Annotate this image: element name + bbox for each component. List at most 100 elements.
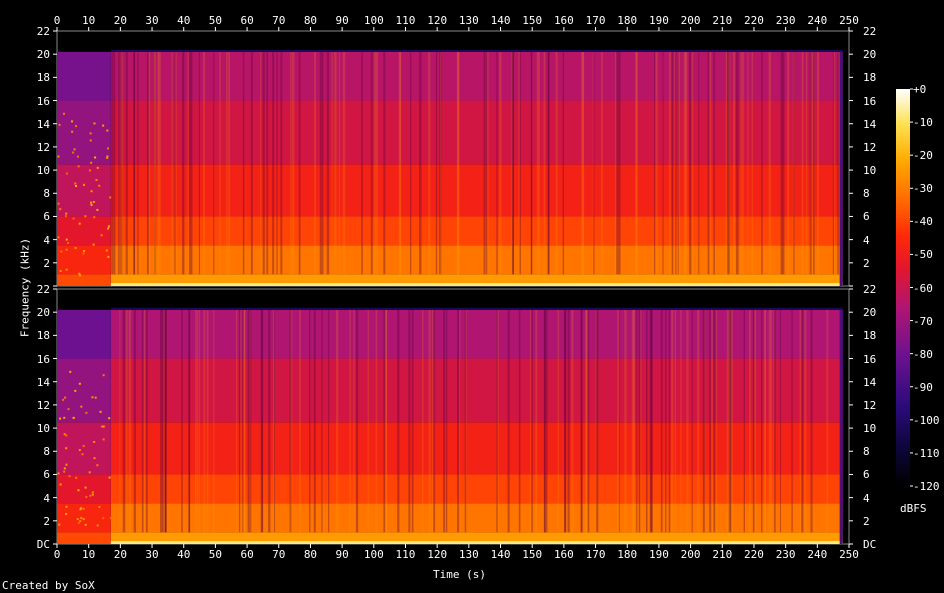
channel-1-intro-speckle (57, 236, 60, 239)
channel-2-texture-stripe (748, 309, 751, 533)
channel-2-texture-stripe (764, 309, 766, 533)
channel-1-texture-stripe (158, 51, 161, 275)
channel-1-intro-speckle (89, 132, 92, 135)
x-tick-label-bottom: 240 (807, 548, 828, 561)
channel-2-texture-stripe (375, 309, 378, 533)
channel-2-texture-stripe (726, 309, 730, 533)
channel-1-texture-stripe (226, 51, 228, 275)
x-axis-label: Time (s) (433, 568, 486, 581)
colorbar-tick-label: -70 (913, 314, 933, 328)
channel-2-texture-stripe (313, 309, 316, 533)
channel-1-texture-stripe (485, 51, 488, 275)
channel-1-intro-speckle (77, 165, 80, 168)
channel-1-intro-speckle (96, 208, 99, 211)
channel-2-texture-stripe (260, 309, 264, 533)
y-tick-label-left: 18 (36, 71, 50, 85)
channel-1-texture-stripe (266, 51, 269, 275)
channel-2-texture-stripe (243, 309, 246, 533)
channel-1-intro-speckle (102, 124, 105, 127)
channel-1-texture-stripe (132, 51, 136, 275)
channel-1-texture-stripe (314, 51, 316, 275)
x-tick-label-top: 150 (522, 14, 543, 27)
channel-2-texture-stripe (640, 309, 642, 533)
x-tick-label-top: 140 (490, 14, 511, 27)
channel-1-texture-stripe (536, 51, 539, 275)
channel-1-intro-speckle (58, 123, 61, 126)
y-tick-label-left: 20 (36, 306, 50, 320)
channel-2-texture-stripe (273, 309, 276, 533)
channel-1-intro-speckle (100, 234, 103, 237)
channel-1-texture-stripe (683, 51, 687, 275)
channel-1-bandlimit-edge (110, 49, 843, 52)
channel-1-texture-stripe (182, 51, 185, 275)
channel-2-intro-speckle (102, 517, 105, 520)
channel-2-texture-stripe (268, 309, 271, 533)
x-tick-label-bottom: 30 (145, 548, 159, 561)
x-tick-label-top: 20 (113, 14, 127, 27)
channel-1-texture-stripe (280, 51, 283, 275)
channel-1-texture-stripe (678, 51, 681, 275)
channel-2-texture-stripe (710, 309, 713, 533)
channel-2-intro-speckle (94, 396, 97, 399)
channel-1-texture-stripe (685, 51, 688, 275)
channel-2-intro-speckle (80, 405, 83, 408)
channel-1-intro-speckle (90, 161, 93, 164)
channel-2-intro-band-4 (57, 358, 111, 423)
channel-2-intro-speckle (63, 470, 66, 473)
channel-2-intro-speckle (63, 467, 66, 470)
channel-1-texture-stripe (291, 51, 295, 275)
channel-1-intro-speckle (62, 112, 65, 115)
channel-2-texture-stripe (595, 309, 598, 533)
colorbar-tick-label: +0 (913, 83, 927, 96)
channel-1-texture-stripe (530, 51, 532, 275)
channel-1-texture-stripe (272, 51, 275, 275)
channel-2-texture-stripe (431, 309, 435, 533)
x-tick-label-bottom: 230 (775, 548, 796, 561)
channel-1-texture-stripe (326, 51, 328, 275)
x-tick-label-bottom: 170 (585, 548, 606, 561)
channel-1-texture-stripe (592, 51, 594, 275)
channel-1-texture-stripe (153, 51, 156, 275)
channel-2-intro-speckle (74, 389, 77, 392)
channel-2-texture-stripe (810, 309, 813, 533)
channel-2-intro-speckle (82, 518, 85, 521)
channel-1-texture-stripe (736, 51, 739, 275)
channel-2-texture-stripe (680, 309, 682, 533)
y-tick-label-left: 4 (43, 491, 50, 505)
channel-1-intro-band-2 (57, 216, 111, 246)
channel-2-texture-stripe (165, 309, 167, 533)
channel-1-intro-speckle (98, 184, 101, 187)
channel-1-texture-stripe (713, 51, 715, 275)
channel-1-intro-speckle (106, 129, 109, 132)
channel-2-intro-band-3 (57, 422, 111, 475)
channel-2-texture-stripe (198, 309, 201, 533)
channel-1-texture-stripe (419, 51, 422, 275)
channel-2-texture-stripe (289, 309, 292, 533)
y-tick-label-right: 16 (863, 352, 877, 366)
x-tick-label-top: 60 (240, 14, 254, 27)
channel-2-texture-stripe (804, 309, 807, 533)
channel-1-texture-stripe (439, 51, 441, 275)
channel-1-intro-speckle (92, 243, 95, 246)
x-tick-label-top: 220 (744, 14, 764, 27)
channel-2-intro-speckle (59, 417, 62, 420)
channel-2-texture-stripe (702, 309, 705, 533)
channel-2-intro-speckle (58, 523, 61, 526)
colorbar-tick-label: -110 (913, 446, 940, 460)
channel-1-texture-stripe (671, 51, 674, 275)
channel-2-texture-stripe (164, 309, 167, 533)
channel-2-texture-stripe (801, 309, 804, 533)
y-tick-label-right: 12 (863, 140, 877, 154)
channel-1-texture-stripe (120, 51, 123, 275)
channel-2-texture-stripe (335, 309, 339, 533)
channel-2-intro-speckle (57, 472, 60, 475)
y-tick-label-right: 22 (863, 25, 877, 38)
channel-2-texture-stripe (443, 309, 446, 533)
channel-2-texture-stripe (581, 309, 583, 533)
channel-2-intro-speckle (78, 382, 81, 385)
y-tick-label-right: 8 (863, 187, 870, 201)
channel-1-intro-speckle (82, 252, 85, 255)
channel-1-intro-band-1 (57, 245, 111, 275)
channel-1-texture-stripe (399, 51, 402, 275)
channel-1-intro-speckle (72, 151, 75, 154)
